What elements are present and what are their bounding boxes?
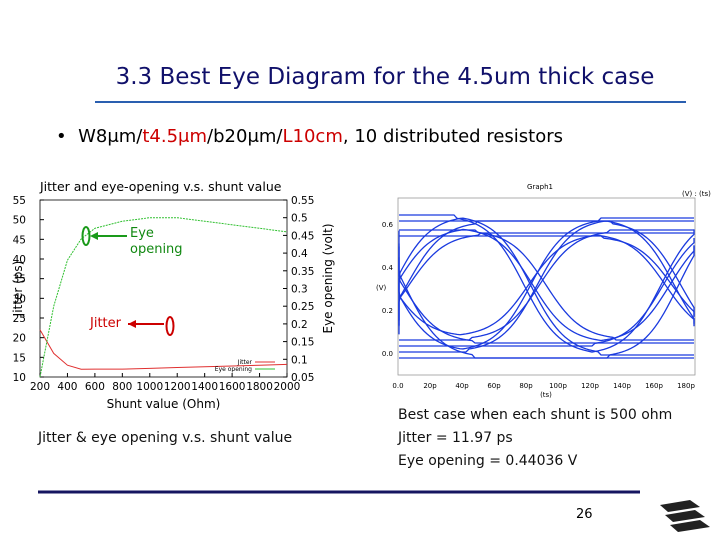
bullet-part: /b20μm/	[207, 126, 283, 147]
eye-y-tick-label: 0.6	[382, 221, 394, 229]
bullet-part: W8μm/	[78, 126, 143, 147]
eye-y-label: (V)	[376, 284, 387, 292]
eye-trace	[398, 217, 694, 350]
legend-label: Jitter	[237, 359, 253, 366]
y2-tick-label: 0.35	[291, 266, 314, 278]
eye-x-label: (ts)	[540, 391, 552, 399]
result-line: Best case when each shunt is 500 ohm	[398, 407, 673, 423]
y-tick-label: 55	[13, 195, 26, 207]
marker-ellipse	[81, 226, 91, 246]
annotation: Eye opening	[130, 226, 183, 257]
logo	[660, 500, 710, 532]
bullet-part: L10cm	[282, 126, 343, 147]
eye-x-tick-label: 0.0	[392, 382, 403, 390]
series-line	[39, 329, 288, 370]
annotation: Jitter	[90, 316, 121, 331]
eye-x-tick-label: 20p	[423, 382, 437, 390]
bullet-part: t4.5μm	[142, 126, 208, 147]
slide-title: 3.3 Best Eye Diagram for the 4.5um thick…	[115, 64, 655, 90]
eye-trace	[398, 228, 695, 342]
eye-frame	[397, 197, 696, 376]
eye-y-tick-label: 0.4	[382, 264, 394, 272]
eye-x-tick-label: 160p	[645, 382, 663, 390]
eye-trace	[399, 229, 694, 341]
arrow-head	[128, 320, 136, 328]
y2-tick-label: 0.4	[291, 248, 308, 260]
y2-tick-label: 0.1	[291, 354, 308, 366]
y-tick-label: 25	[13, 313, 26, 325]
y-tick-label: 50	[13, 215, 26, 227]
y-axis-label: Jitter (ps)	[11, 261, 25, 318]
eye-y-tick-label: 0.0	[382, 350, 393, 358]
y2-tick-label: 0.05	[291, 372, 314, 384]
y2-tick-label: 0.2	[291, 319, 308, 331]
eye-x-tick-label: 180p	[677, 382, 695, 390]
y-tick-label: 45	[13, 234, 26, 246]
page-number: 26	[576, 507, 593, 522]
bullet: • W8μm/t4.5μm/b20μm/L10cm, 10 distribute…	[56, 126, 564, 147]
y-tick-label: 15	[13, 352, 26, 364]
eye-x-tick-label: 140p	[613, 382, 631, 390]
result-line: Eye opening = 0.44036 V	[398, 453, 578, 469]
eye-trace	[398, 217, 694, 356]
y2-tick-label: 0.5	[291, 213, 308, 225]
x-tick-label: 200	[30, 381, 50, 393]
legend-label: Eye opening	[215, 366, 252, 373]
eye-title: Graph1	[527, 183, 553, 191]
result-line: Jitter = 11.97 ps	[398, 430, 513, 446]
y-tick-label: 20	[13, 333, 26, 345]
x-tick-label: 1600	[219, 381, 246, 393]
y2-tick-label: 0.25	[291, 301, 314, 313]
x-axis-label: Shunt value (Ohm)	[107, 397, 221, 411]
eye-trace	[398, 230, 695, 359]
left-chart-bg	[12, 178, 306, 406]
x-tick-label: 400	[57, 381, 77, 393]
eye-x-tick-label: 80p	[519, 382, 533, 390]
y-tick-label: 35	[13, 274, 26, 286]
y2-tick-label: 0.55	[291, 195, 314, 207]
eye-legend: (V) : (ts)	[682, 190, 711, 198]
eye-traces	[398, 214, 695, 359]
y2-tick-label: 0.15	[291, 337, 314, 349]
caption: Jitter & eye opening v.s. shunt value	[38, 430, 293, 446]
eye-x-tick-label: 60p	[487, 382, 501, 390]
x-tick-label: 2000	[274, 381, 301, 393]
y2-tick-label: 0.45	[291, 230, 314, 242]
eye-x-tick-label: 40p	[455, 382, 469, 390]
y-tick-label: 30	[13, 293, 26, 305]
x-tick-label: 600	[85, 381, 105, 393]
x-tick-label: 1000	[136, 381, 163, 393]
eye-x-tick-label: 100p	[549, 382, 567, 390]
x-tick-label: 800	[112, 381, 132, 393]
y2-axis-label: Eye opening (volt)	[321, 223, 335, 333]
x-tick-label: 1200	[164, 381, 191, 393]
y2-tick-label: 0.3	[291, 284, 308, 296]
x-tick-label: 1400	[191, 381, 218, 393]
eye-trace	[398, 232, 694, 327]
chart-title: Jitter and eye-opening v.s. shunt value	[39, 179, 282, 194]
marker-ellipse	[165, 316, 175, 336]
arrow-head	[90, 232, 98, 240]
bullet-part: , 10 distributed resistors	[342, 126, 564, 147]
eye-trace	[399, 235, 695, 317]
x-tick-label: 1800	[246, 381, 273, 393]
y-tick-label: 10	[13, 372, 26, 384]
eye-trace	[399, 220, 695, 353]
eye-trace	[399, 229, 694, 341]
series-line	[39, 217, 288, 378]
eye-x-tick-label: 120p	[581, 382, 599, 390]
eye-y-tick-label: 0.2	[382, 307, 393, 315]
y-tick-label: 40	[13, 254, 26, 266]
eye-trace	[399, 214, 695, 353]
